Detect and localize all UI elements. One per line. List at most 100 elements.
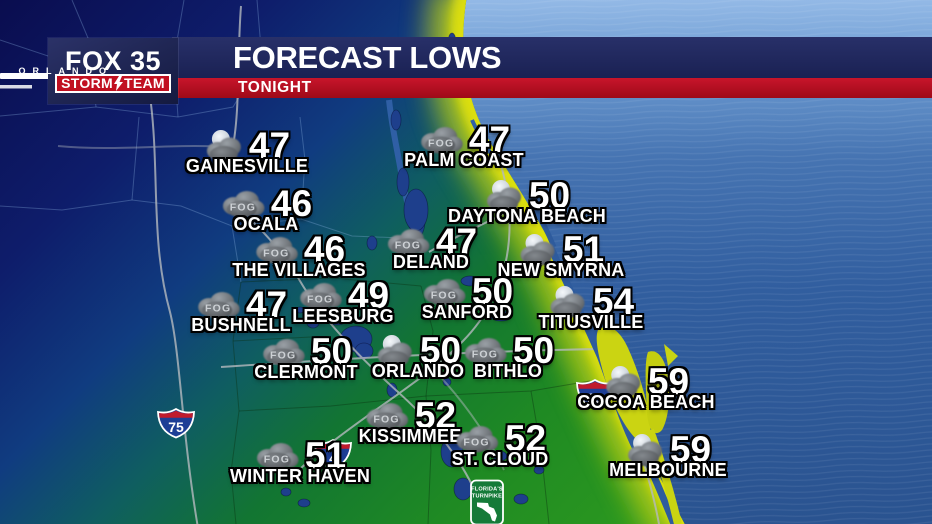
city-temp: 51: [304, 434, 347, 476]
svg-text:FOG: FOG: [464, 437, 490, 449]
svg-text:FOG: FOG: [428, 138, 454, 150]
svg-text:FOG: FOG: [374, 414, 400, 426]
city-temp: 50: [471, 270, 514, 312]
city-temp: 52: [414, 394, 457, 436]
svg-text:FOG: FOG: [270, 350, 296, 362]
subtitle: TONIGHT: [238, 79, 312, 96]
city-temp: 46: [270, 182, 313, 224]
city-temp: 50: [419, 329, 462, 371]
city-label: ORLANDO: [371, 361, 465, 381]
city-marker: FOG 50 SANFORD: [421, 272, 513, 322]
page-title: FORECAST LOWS: [233, 39, 502, 75]
svg-text:FOG: FOG: [395, 240, 421, 252]
svg-text:TURNPIKE: TURNPIKE: [472, 494, 502, 500]
title-bar: FORECAST LOWS: [172, 37, 932, 78]
logo-team-badge: STORM TEAM: [55, 74, 171, 93]
cloudy-night-icon: [377, 334, 412, 367]
city-marker: 50 ORLANDO: [372, 331, 464, 381]
logo-city: ORLANDO: [18, 65, 113, 76]
city-label: COCOA BEACH: [577, 392, 715, 412]
city-label: MELBOURNE: [609, 460, 727, 480]
city-marker: FOG 50 BITHLO: [462, 331, 554, 381]
city-temp: 59: [647, 360, 690, 402]
city-marker: 50 DAYTONA BEACH: [448, 176, 606, 226]
city-label: CLERMONT: [254, 362, 358, 382]
city-label: WINTER HAVEN: [229, 466, 371, 486]
city-label: SANFORD: [421, 302, 513, 322]
fog-icon: FOG: [197, 292, 240, 319]
city-marker: FOG 47 DELAND: [385, 222, 477, 272]
city-temp: 47: [468, 118, 511, 160]
city-marker: 59 COCOA BEACH: [577, 362, 715, 412]
fog-icon: FOG: [464, 338, 507, 365]
city-label: DELAND: [392, 252, 470, 272]
city-marker: FOG 49 LEESBURG: [292, 276, 394, 326]
city-label: ST. CLOUD: [451, 449, 549, 469]
fog-icon: FOG: [366, 403, 409, 430]
city-label: KISSIMMEE: [358, 426, 462, 446]
city-label: GAINESVILLE: [185, 156, 309, 176]
cloudy-night-icon: [605, 365, 640, 398]
cloudy-night-icon: [486, 179, 521, 212]
svg-text:75: 75: [168, 419, 184, 435]
svg-text:4: 4: [329, 450, 337, 466]
turnpike-shield: FLORIDA'S TURNPIKE: [470, 479, 504, 524]
city-temp: 47: [435, 220, 478, 262]
city-temp: 47: [245, 283, 288, 325]
lightning-bolt-icon: [113, 76, 123, 91]
cloudy-night-icon: [206, 129, 241, 162]
city-temp: 50: [310, 330, 353, 372]
city-temp: 54: [592, 280, 635, 322]
fog-icon: FOG: [299, 283, 342, 310]
city-marker: FOG 47 PALM COAST: [404, 120, 524, 170]
svg-text:FOG: FOG: [230, 202, 256, 214]
city-marker: 51 NEW SMYRNA: [498, 230, 625, 280]
city-label: OCALA: [233, 214, 299, 234]
city-label: LEESBURG: [292, 306, 394, 326]
city-temp: 50: [528, 174, 571, 216]
svg-text:FOG: FOG: [205, 303, 231, 315]
svg-text:FOG: FOG: [263, 248, 289, 260]
interstate-shield: 4: [314, 438, 352, 475]
city-temp: 46: [303, 228, 346, 270]
svg-text:FOG: FOG: [307, 294, 333, 306]
fog-icon: FOG: [222, 191, 265, 218]
city-marker: FOG 47 BUSHNELL: [191, 285, 291, 335]
fog-icon: FOG: [255, 237, 298, 264]
interstate-shield: 75: [157, 407, 195, 444]
fog-icon: FOG: [387, 229, 430, 256]
city-marker: FOG 51 WINTER HAVEN: [230, 436, 370, 486]
city-marker: 59 MELBOURNE: [609, 430, 727, 480]
svg-text:FOG: FOG: [472, 349, 498, 361]
fog-icon: FOG: [456, 426, 499, 453]
fog-icon: FOG: [423, 279, 466, 306]
city-temp: 50: [512, 329, 555, 371]
city-temp: 59: [669, 428, 712, 470]
fog-icon: FOG: [262, 339, 305, 366]
city-label: PALM COAST: [404, 150, 524, 170]
svg-text:FOG: FOG: [264, 454, 290, 466]
logo-team-left: STORM: [61, 75, 113, 91]
city-label: BITHLO: [473, 361, 543, 381]
city-marker: FOG 46 OCALA: [220, 184, 312, 234]
city-label: BUSHNELL: [191, 315, 291, 335]
city-marker: FOG 50 CLERMONT: [254, 332, 358, 382]
city-label: TITUSVILLE: [538, 312, 644, 332]
city-temp: 52: [504, 417, 547, 459]
subtitle-bar: TONIGHT: [178, 78, 932, 98]
city-temp: 49: [347, 274, 390, 316]
city-marker: FOG 46 THE VILLAGES: [232, 230, 365, 280]
cloudy-night-icon: [627, 433, 662, 466]
white-road: [0, 73, 57, 79]
city-label: THE VILLAGES: [232, 260, 366, 280]
svg-text:FOG: FOG: [431, 290, 457, 302]
city-marker: 47 GAINESVILLE: [186, 126, 308, 176]
city-label: NEW SMYRNA: [497, 260, 625, 280]
logo-team-right: TEAM: [123, 75, 165, 91]
city-temp: 51: [562, 228, 605, 270]
fog-icon: FOG: [420, 127, 463, 154]
cloudy-night-icon: [520, 233, 555, 266]
logo-brand: FOX 35: [64, 46, 162, 76]
county-lines-south: [230, 277, 591, 524]
